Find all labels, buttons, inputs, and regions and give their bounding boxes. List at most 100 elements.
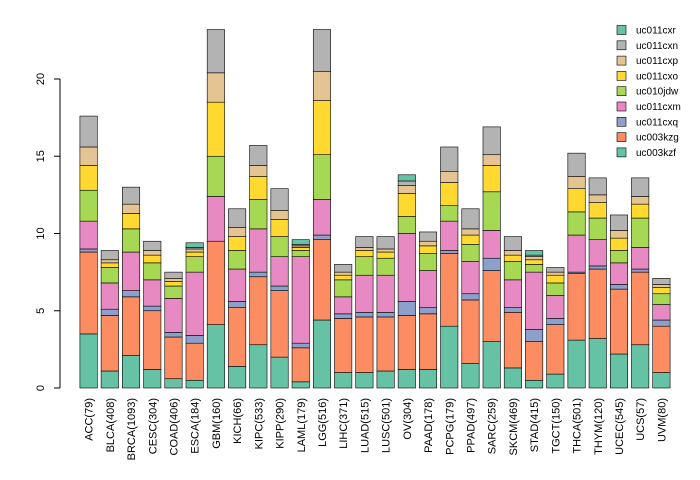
bar-segment-uc011cxq bbox=[122, 290, 141, 298]
bar-segment-uc003kzg bbox=[206, 240, 225, 325]
bar-segment-uc011cxn bbox=[312, 29, 331, 72]
bar-segment-uc011cxm bbox=[270, 256, 289, 287]
bar-segment-uc011cxm bbox=[525, 271, 544, 330]
bar-segment-uc011cxm bbox=[206, 196, 225, 242]
bar-segment-uc003kzg bbox=[334, 318, 353, 373]
bar-segment-uc011cxp bbox=[79, 146, 98, 166]
bar-segment-uc011cxm bbox=[546, 294, 565, 319]
bar-segment-uc011cxp bbox=[228, 227, 247, 237]
bar-stacks bbox=[79, 29, 671, 389]
bar-segment-uc010jdw bbox=[79, 189, 98, 222]
bar-segment-uc011cxn bbox=[376, 236, 395, 250]
legend-swatch bbox=[616, 86, 627, 96]
bar-segment-uc011cxp bbox=[461, 228, 480, 236]
bar-segment-uc003kzf bbox=[440, 325, 459, 389]
bar-segment-uc011cxq bbox=[525, 328, 544, 342]
bar-segment-uc010jdw bbox=[482, 191, 501, 231]
bar-segment-uc011cxp bbox=[546, 271, 565, 276]
legend-label: uc003kzf bbox=[636, 148, 676, 159]
bar-segment-uc011cxq bbox=[482, 257, 501, 271]
bar-segment-uc003kzg bbox=[525, 341, 544, 381]
legend-label: uc011cxn bbox=[636, 41, 678, 52]
legend: uc011cxr uc011cxn uc011cxp uc011cxo uc010jdw… bbox=[616, 25, 681, 159]
bar-segment-uc011cxq bbox=[503, 307, 522, 313]
bar-segment-uc011cxp bbox=[440, 171, 459, 183]
bar-segment-uc011cxm bbox=[609, 262, 628, 285]
bar-segment-uc003kzf bbox=[334, 372, 353, 389]
bar-stack bbox=[588, 177, 607, 389]
bar-segment-uc011cxo bbox=[228, 236, 247, 251]
bar-segment-uc003kzg bbox=[461, 299, 480, 364]
bar-segment-uc011cxm bbox=[143, 279, 162, 307]
bar-segment-uc010jdw bbox=[631, 217, 650, 248]
x-tick-label: KIPP(290) bbox=[275, 398, 287, 449]
bar-segment-uc003kzf bbox=[206, 324, 225, 389]
bar-segment-uc003kzf bbox=[525, 379, 544, 389]
bar-segment-uc011cxo bbox=[546, 274, 565, 284]
x-tick-label: PAAD(178) bbox=[423, 398, 435, 453]
bar-segment-uc011cxo bbox=[206, 101, 225, 157]
bar-segment-uc011cxm bbox=[482, 230, 501, 259]
bar-segment-uc003kzg bbox=[228, 307, 247, 367]
bar-segment-uc011cxm bbox=[79, 220, 98, 250]
bar-segment-uc011cxo bbox=[440, 182, 459, 207]
bar-segment-uc003kzg bbox=[143, 310, 162, 370]
legend-swatch bbox=[616, 147, 627, 158]
bar-segment-uc010jdw bbox=[270, 236, 289, 257]
bar-stack bbox=[355, 236, 374, 389]
bar-stack bbox=[185, 242, 204, 389]
bar-segment-uc011cxp bbox=[397, 185, 416, 194]
bar-segment-uc003kzf bbox=[482, 341, 501, 389]
bar-segment-uc010jdw bbox=[334, 279, 353, 298]
bar-segment-uc011cxq bbox=[609, 284, 628, 290]
bar-segment-uc003kzg bbox=[312, 239, 331, 321]
bar-segment-uc003kzf bbox=[609, 353, 628, 389]
bar-segment-uc011cxq bbox=[249, 271, 268, 278]
bar-segment-uc011cxp bbox=[206, 72, 225, 103]
bar-segment-uc003kzf bbox=[291, 381, 310, 389]
y-tick-label: 15 bbox=[35, 150, 47, 162]
bar-segment-uc003kzg bbox=[122, 296, 141, 356]
bar-stack bbox=[419, 231, 438, 389]
x-tick-label: BLCA(408) bbox=[105, 398, 117, 452]
bar-segment-uc011cxo bbox=[270, 219, 289, 237]
bar-segment-uc011cxm bbox=[503, 279, 522, 308]
bar-segment-uc003kzf bbox=[228, 366, 247, 389]
bar-segment-uc003kzg bbox=[419, 313, 438, 370]
bar-segment-uc011cxm bbox=[228, 268, 247, 302]
bar-stack bbox=[652, 277, 671, 389]
bar-segment-uc011cxp bbox=[567, 176, 586, 189]
bar-segment-uc003kzf bbox=[355, 372, 374, 389]
bar-segment-uc011cxn bbox=[79, 115, 98, 148]
bar-segment-uc003kzg bbox=[503, 311, 522, 369]
bar-segment-uc003kzg bbox=[291, 347, 310, 383]
bar-segment-uc011cxn bbox=[206, 29, 225, 74]
bar-segment-uc003kzf bbox=[79, 333, 98, 389]
bar-segment-uc011cxq bbox=[291, 342, 310, 349]
bar-segment-uc011cxm bbox=[588, 239, 607, 267]
bar-segment-uc011cxm bbox=[355, 274, 374, 313]
legend-swatch bbox=[616, 71, 627, 81]
bar-segment-uc003kzf bbox=[461, 362, 480, 389]
bar-segment-uc011cxm bbox=[122, 251, 141, 291]
bar-segment-uc010jdw bbox=[652, 293, 671, 305]
x-tick-label: STAD(415) bbox=[529, 398, 541, 452]
bar-segment-uc011cxm bbox=[249, 228, 268, 273]
x-tick-label: LGG(516) bbox=[317, 398, 329, 447]
bar-segment-uc010jdw bbox=[164, 285, 183, 299]
bar-segment-uc011cxo bbox=[249, 176, 268, 200]
bar-segment-uc011cxp bbox=[376, 248, 395, 253]
bar-segment-uc011cxo bbox=[525, 259, 544, 265]
bar-segment-uc010jdw bbox=[419, 253, 438, 271]
bar-segment-uc011cxm bbox=[440, 220, 459, 251]
bar-segment-uc010jdw bbox=[440, 205, 459, 222]
x-tick-label: LUSC(501) bbox=[381, 398, 393, 453]
x-tick-label: PCPG(179) bbox=[444, 398, 456, 455]
bar-segment-uc003kzg bbox=[164, 336, 183, 380]
bar-segment-uc011cxq bbox=[143, 305, 162, 312]
bar-segment-uc011cxp bbox=[143, 250, 162, 256]
bar-stack bbox=[525, 250, 544, 389]
bar-segment-uc011cxq bbox=[100, 308, 119, 316]
bar-segment-uc003kzf bbox=[567, 339, 586, 389]
bar-segment-uc011cxo bbox=[334, 274, 353, 281]
